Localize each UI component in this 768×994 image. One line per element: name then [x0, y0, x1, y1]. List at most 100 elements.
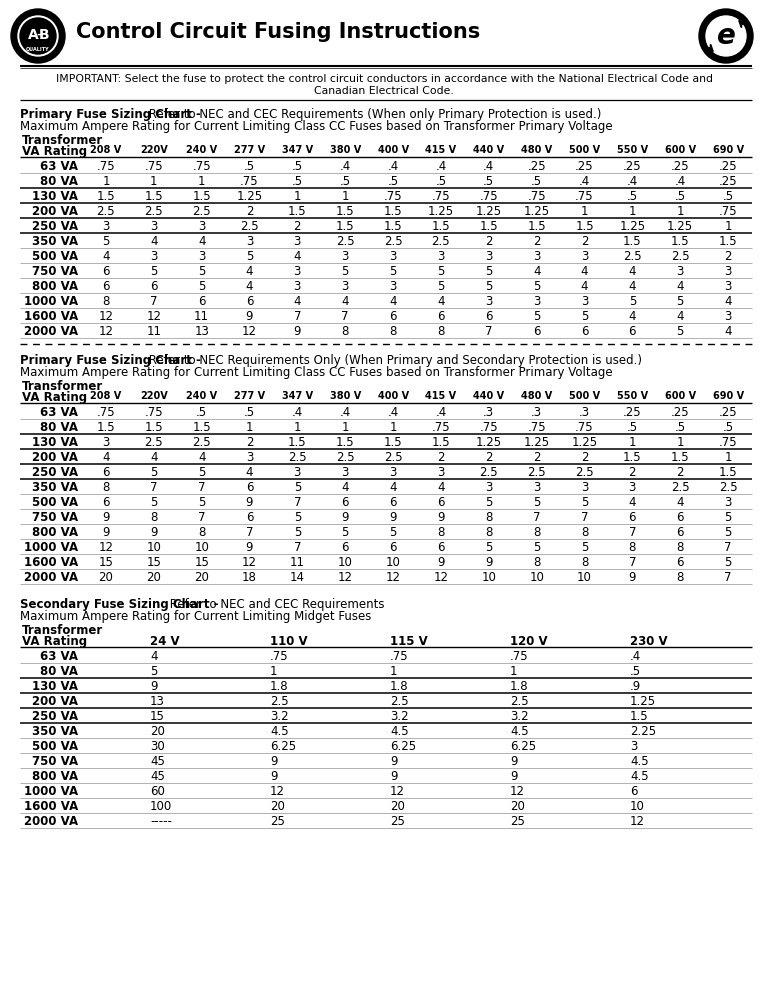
Text: 480 V: 480 V	[521, 145, 552, 155]
Text: 1: 1	[510, 665, 518, 678]
Text: .25: .25	[671, 160, 690, 173]
Text: 5: 5	[677, 295, 684, 308]
Text: 415 V: 415 V	[425, 391, 456, 401]
Text: 4: 4	[293, 250, 301, 263]
Text: -----: -----	[150, 815, 172, 828]
Text: 1.5: 1.5	[719, 466, 737, 479]
Text: 115 V: 115 V	[390, 635, 428, 648]
Text: 3: 3	[533, 250, 541, 263]
Text: 2.5: 2.5	[719, 481, 737, 494]
Text: 9: 9	[150, 526, 157, 539]
Text: .25: .25	[623, 406, 642, 419]
Text: 2.5: 2.5	[384, 451, 402, 464]
Text: 15: 15	[150, 710, 165, 723]
Text: 4: 4	[246, 265, 253, 278]
Text: .5: .5	[292, 175, 303, 188]
Text: 400 V: 400 V	[378, 391, 409, 401]
Text: 8: 8	[581, 556, 588, 569]
Text: 6: 6	[437, 541, 445, 554]
Text: 4: 4	[342, 481, 349, 494]
Text: 1: 1	[390, 665, 398, 678]
Text: 4: 4	[293, 295, 301, 308]
Text: .4: .4	[435, 406, 446, 419]
Text: Maximum Ampere Rating for Current Limiting Midget Fuses: Maximum Ampere Rating for Current Limiti…	[20, 610, 372, 623]
Text: .75: .75	[510, 650, 528, 663]
Text: .25: .25	[671, 406, 690, 419]
Text: 2.5: 2.5	[432, 235, 450, 248]
Text: 1.8: 1.8	[270, 680, 289, 693]
Text: .75: .75	[432, 190, 450, 203]
Text: 12: 12	[146, 310, 161, 323]
Text: 9: 9	[150, 680, 157, 693]
Text: .4: .4	[435, 160, 446, 173]
Text: 1.25: 1.25	[475, 436, 502, 449]
Text: 1: 1	[677, 205, 684, 218]
Text: 5: 5	[389, 265, 397, 278]
Text: 200 VA: 200 VA	[32, 451, 78, 464]
Text: 550 V: 550 V	[617, 391, 648, 401]
Text: 690 V: 690 V	[713, 145, 743, 155]
Text: 12: 12	[98, 310, 114, 323]
Text: .5: .5	[627, 190, 638, 203]
Text: .75: .75	[575, 190, 594, 203]
Text: 7: 7	[150, 481, 157, 494]
Text: 1: 1	[293, 421, 301, 434]
Text: 1: 1	[628, 205, 636, 218]
Text: 15: 15	[147, 556, 161, 569]
Text: 2: 2	[293, 220, 301, 233]
Text: 7: 7	[724, 541, 732, 554]
Text: 5: 5	[198, 265, 205, 278]
Text: 5: 5	[293, 481, 301, 494]
Text: 2.5: 2.5	[97, 205, 115, 218]
Text: 1.5: 1.5	[144, 190, 163, 203]
Text: 8: 8	[150, 511, 157, 524]
Text: 8: 8	[102, 295, 110, 308]
Text: -: -	[37, 30, 41, 40]
Text: .5: .5	[723, 190, 733, 203]
Text: 6: 6	[628, 511, 636, 524]
Text: 9: 9	[342, 511, 349, 524]
Circle shape	[18, 16, 58, 56]
Text: 380 V: 380 V	[329, 391, 361, 401]
Text: 5: 5	[677, 325, 684, 338]
Text: 2: 2	[437, 451, 445, 464]
Text: 1: 1	[270, 665, 277, 678]
Text: .75: .75	[384, 190, 402, 203]
Circle shape	[20, 18, 56, 54]
Text: 9: 9	[437, 556, 445, 569]
Text: 250 VA: 250 VA	[32, 466, 78, 479]
Text: .5: .5	[674, 190, 686, 203]
Text: 12: 12	[390, 785, 405, 798]
Text: 9: 9	[485, 556, 492, 569]
Text: 1: 1	[724, 220, 732, 233]
Text: 380 V: 380 V	[329, 145, 361, 155]
Text: 440 V: 440 V	[473, 145, 505, 155]
Text: .3: .3	[579, 406, 590, 419]
Text: 11: 11	[146, 325, 161, 338]
Text: 9: 9	[246, 310, 253, 323]
Text: 5: 5	[485, 280, 492, 293]
Text: 6: 6	[581, 325, 588, 338]
Text: 4: 4	[581, 280, 588, 293]
Text: 8: 8	[389, 325, 397, 338]
Text: 2.25: 2.25	[630, 725, 656, 738]
Text: 1.5: 1.5	[623, 235, 642, 248]
Text: Canadian Electrical Code.: Canadian Electrical Code.	[314, 86, 454, 96]
Text: 4: 4	[150, 235, 157, 248]
Text: 2.5: 2.5	[288, 451, 306, 464]
Text: 63 VA: 63 VA	[40, 160, 78, 173]
Text: 500 V: 500 V	[569, 145, 600, 155]
Text: .75: .75	[240, 175, 259, 188]
Text: 220V: 220V	[140, 145, 167, 155]
Text: 2: 2	[724, 250, 732, 263]
Text: .4: .4	[483, 160, 495, 173]
Text: .5: .5	[630, 665, 641, 678]
Text: 4: 4	[198, 235, 205, 248]
Text: 5: 5	[629, 295, 636, 308]
Text: 5: 5	[533, 541, 541, 554]
Text: IMPORTANT: Select the fuse to protect the control circuit conductors in accordan: IMPORTANT: Select the fuse to protect th…	[55, 74, 713, 84]
Text: 4: 4	[437, 295, 445, 308]
Text: 3: 3	[150, 220, 157, 233]
Text: 480 V: 480 V	[521, 391, 552, 401]
Text: 500 VA: 500 VA	[32, 740, 78, 753]
